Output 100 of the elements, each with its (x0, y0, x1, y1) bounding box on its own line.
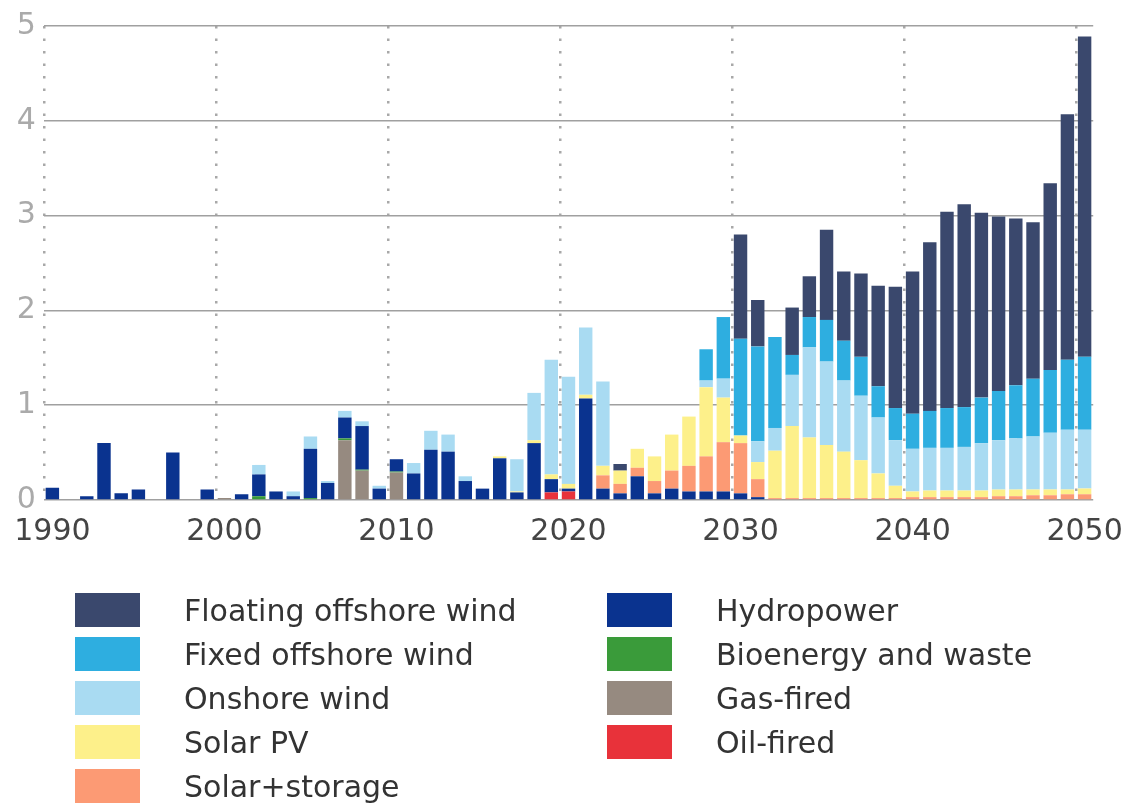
bar (544, 359, 559, 475)
bar (372, 488, 386, 500)
bar (613, 470, 627, 484)
bar (923, 410, 937, 448)
bar (527, 392, 541, 441)
bar (561, 483, 576, 489)
bar (733, 493, 748, 500)
legend-label: Gas-fired (716, 680, 853, 716)
bar (389, 459, 404, 472)
bar (1060, 114, 1075, 360)
bar (905, 491, 920, 498)
bar (785, 426, 799, 499)
legend-label: Floating offshore wind (184, 592, 517, 628)
bar (716, 491, 731, 500)
bar (682, 491, 696, 500)
bar (200, 489, 214, 500)
legend-label: Hydropower (716, 592, 899, 628)
bar (802, 347, 817, 438)
bar (974, 397, 989, 444)
bar (699, 491, 713, 500)
bar (338, 410, 352, 418)
bar (957, 490, 971, 498)
bar (596, 475, 610, 489)
x-tick-label: 2010 (358, 511, 435, 547)
bar (1060, 359, 1075, 430)
bar (1077, 429, 1092, 489)
bar (389, 472, 404, 500)
bar (905, 448, 920, 492)
bar (716, 378, 731, 398)
bar (974, 443, 989, 491)
bar (355, 421, 369, 427)
bar (647, 493, 662, 500)
bar (716, 397, 731, 443)
bar (957, 446, 971, 491)
bar (940, 447, 954, 491)
bar (751, 346, 765, 442)
bar (131, 489, 146, 500)
bar (819, 445, 834, 499)
bar (768, 336, 782, 428)
bar (1026, 495, 1040, 500)
bar (578, 398, 593, 500)
bar (1043, 432, 1057, 490)
y-tick-label: 3 (16, 195, 36, 231)
bar (527, 440, 541, 444)
bar (665, 488, 679, 500)
bar (561, 376, 576, 484)
bar (1009, 385, 1023, 439)
bar (974, 212, 989, 398)
bar (854, 460, 868, 499)
bar (320, 482, 335, 500)
bar (699, 380, 713, 388)
bar (802, 317, 817, 348)
bar (733, 234, 748, 339)
bar (699, 349, 713, 381)
bar (578, 394, 593, 399)
bar (768, 427, 782, 451)
bar (699, 456, 713, 492)
bar (854, 356, 868, 396)
bar (1009, 438, 1023, 490)
bar (286, 491, 300, 497)
bar (974, 497, 989, 500)
bar (596, 381, 610, 466)
bar (957, 407, 971, 447)
bar (424, 430, 438, 450)
bar (1077, 36, 1092, 357)
bar (1043, 495, 1057, 500)
bar (905, 413, 920, 449)
x-tick-label: 2040 (874, 511, 951, 547)
bar (596, 488, 610, 500)
bar (768, 450, 782, 499)
bar (355, 426, 369, 470)
bar (613, 493, 627, 500)
bar (785, 354, 799, 375)
y-tick-label: 4 (16, 100, 36, 136)
bar (991, 496, 1006, 500)
bar (406, 473, 421, 500)
y-tick-label: 1 (16, 385, 36, 420)
bar (837, 340, 851, 381)
bar (733, 338, 748, 436)
bar (544, 492, 559, 500)
bar (114, 493, 128, 500)
bar (991, 216, 1006, 391)
bar (527, 443, 541, 500)
bar (905, 497, 920, 500)
bar (544, 474, 559, 480)
bar (1026, 436, 1040, 490)
bar (286, 496, 300, 500)
bar (888, 440, 903, 486)
bar (578, 327, 593, 395)
bar (1009, 496, 1023, 500)
bar (492, 458, 507, 500)
bar (733, 443, 748, 494)
x-tick-label: 2000 (186, 511, 263, 547)
bar (871, 386, 885, 418)
bar (888, 286, 903, 409)
bar (252, 474, 266, 497)
bar (613, 483, 627, 494)
bar (630, 476, 645, 500)
bar (1026, 378, 1040, 437)
bar (1026, 222, 1040, 379)
